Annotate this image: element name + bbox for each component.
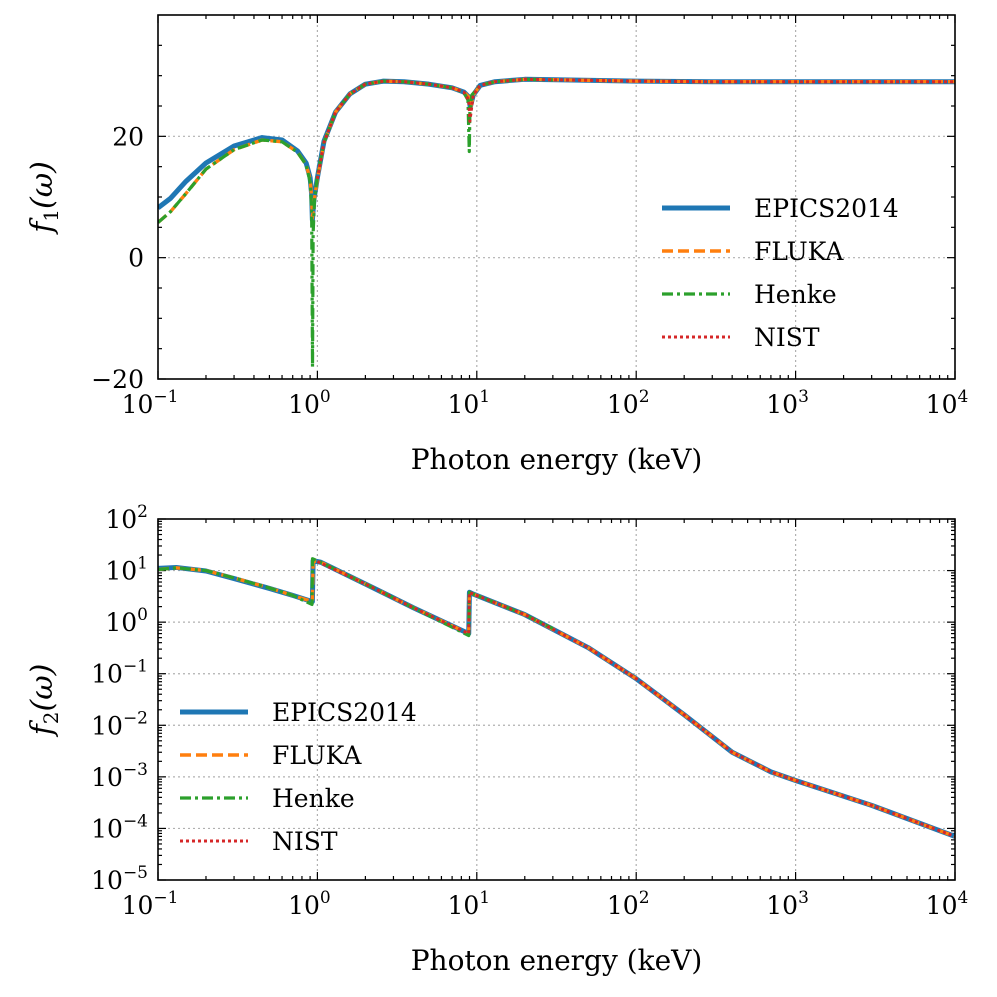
legend-label-epics2014: EPICS2014 <box>754 194 899 223</box>
y-tick-label: 10−5 <box>91 863 148 895</box>
legend: EPICS2014 FLUKA Henke NIST <box>662 194 899 352</box>
x-tick-label: 104 <box>926 387 969 419</box>
y-tick-label: 20 <box>112 122 144 151</box>
x-tick-label: 100 <box>288 888 331 920</box>
series-line-henke <box>158 77 553 369</box>
legend-label-fluka: FLUKA <box>754 237 844 266</box>
y-tick-label: 0 <box>128 244 144 273</box>
series-group <box>158 557 955 839</box>
y-tick-label: 102 <box>105 502 148 534</box>
y-axis-label: f2(ω) <box>25 664 63 738</box>
legend-label-epics2014: EPICS2014 <box>272 698 417 727</box>
x-tick-label: 10−1 <box>122 888 179 920</box>
x-tick-label: 103 <box>766 387 809 419</box>
y-tick-label: 10−2 <box>91 708 148 740</box>
x-tick-label: 104 <box>926 888 969 920</box>
plot-frame <box>157 518 956 881</box>
y-tick-label: 10−4 <box>91 811 148 843</box>
y-tick-label: 101 <box>105 554 148 586</box>
chart-panel-top: 10−1 100 101 102 103 104 −20 0 20 Photon energy (… <box>25 14 969 476</box>
legend-label-henke: Henke <box>272 784 355 813</box>
x-axis-label: Photon energy (keV) <box>411 443 703 476</box>
x-tick-label: 100 <box>288 387 331 419</box>
legend-label-fluka: FLUKA <box>272 741 362 770</box>
series-group <box>158 76 955 369</box>
x-tick-label: 10−1 <box>122 387 179 419</box>
y-axis-label: f1(ω) <box>25 161 63 235</box>
y-tick-label: −20 <box>91 365 144 394</box>
legend-label-nist: NIST <box>754 323 820 352</box>
series-line-nist <box>316 560 955 838</box>
x-tick-label: 102 <box>607 888 650 920</box>
x-tick-label: 101 <box>447 888 490 920</box>
y-tick-label: 10−3 <box>91 760 148 792</box>
x-tick-label: 102 <box>607 387 650 419</box>
y-tick-label: 100 <box>105 605 148 637</box>
chart-panel-bottom: 10−1 100 101 102 103 104 10−5 10−4 10−3 10−2 10−1 1… <box>25 502 968 977</box>
legend: EPICS2014 FLUKA Henke NIST <box>180 698 417 856</box>
series-line-nist <box>315 77 955 180</box>
x-axis-label: Photon energy (keV) <box>411 944 703 977</box>
x-tick-label: 101 <box>447 387 490 419</box>
plot-frame <box>157 14 956 380</box>
y-tick-label: 10−1 <box>91 657 148 689</box>
legend-label-nist: NIST <box>272 827 338 856</box>
x-tick-label: 103 <box>766 888 809 920</box>
legend-label-henke: Henke <box>754 280 837 309</box>
